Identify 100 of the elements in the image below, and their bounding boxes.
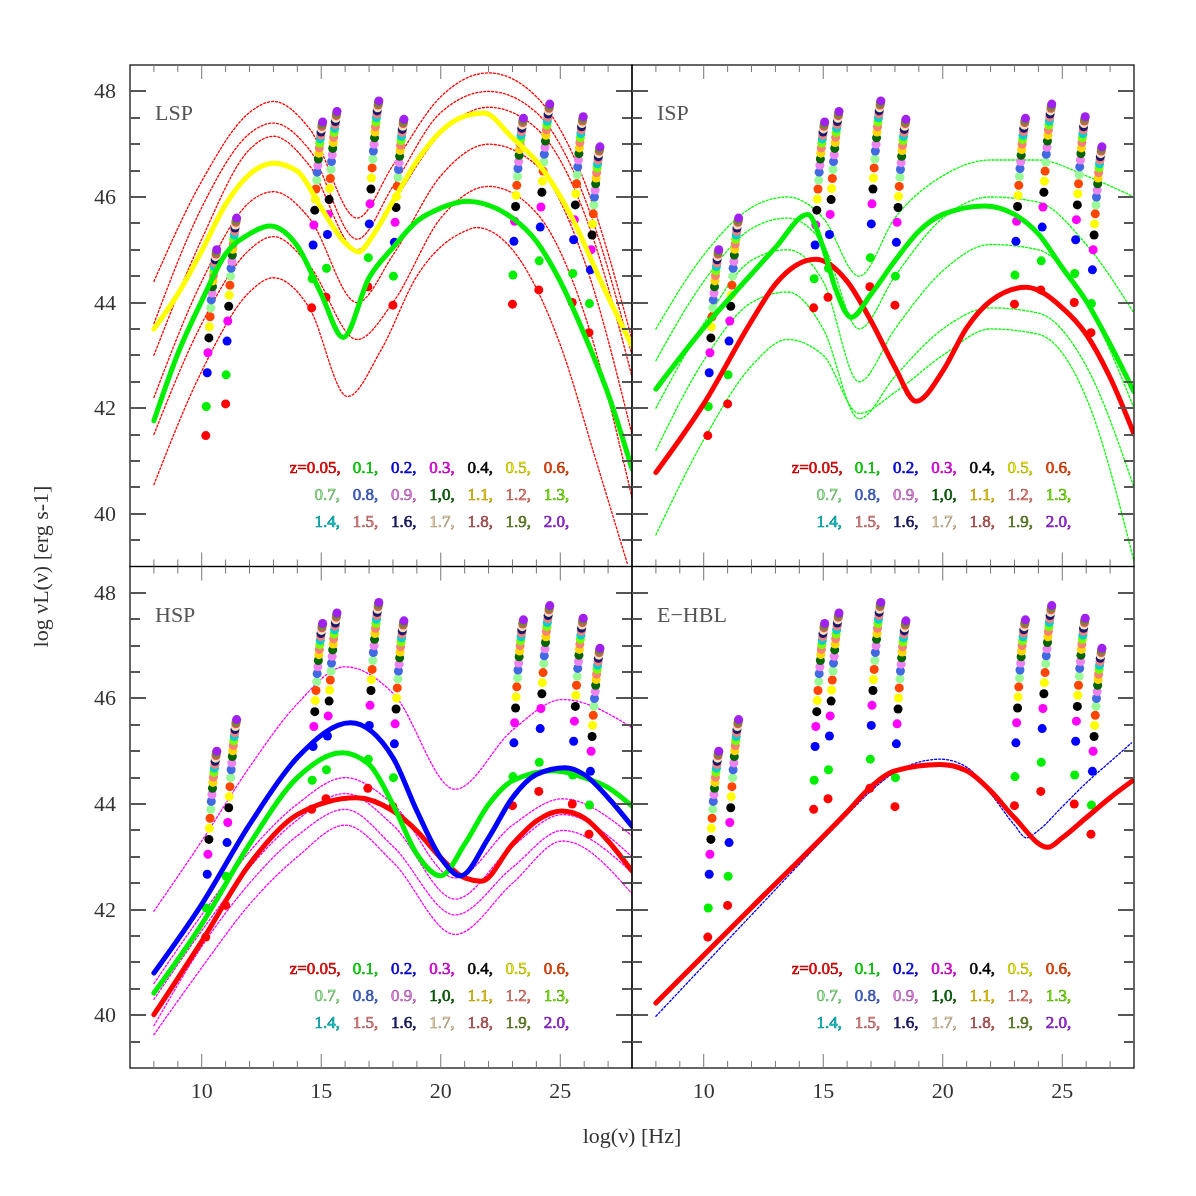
text: 0.5, <box>505 959 532 978</box>
text: 0.3, <box>429 959 455 978</box>
text: 0.9, <box>893 986 919 1005</box>
text: 1.4, <box>314 1013 341 1032</box>
x-tick-label: 25 <box>1051 1078 1074 1103</box>
text: HSP <box>155 601 196 627</box>
text: 1.2, <box>505 484 532 504</box>
x-tick-label: 10 <box>190 1078 213 1103</box>
y-tick-label: 44 <box>94 791 116 816</box>
text: 1.6, <box>893 511 919 531</box>
text: 0.8, <box>352 986 379 1005</box>
x-tick-label: 10 <box>692 1078 715 1103</box>
y-tick-label: 46 <box>94 685 116 710</box>
text: 1.8, <box>969 511 995 531</box>
x-tick-label: 20 <box>429 1078 452 1103</box>
y-tick-label: 46 <box>94 184 116 209</box>
text: 1.7, <box>429 1013 455 1032</box>
text: 0.7, <box>816 986 843 1005</box>
text: z=0.05, <box>289 457 341 477</box>
text: 1.9, <box>1007 1013 1034 1032</box>
text: 1.1, <box>467 484 493 504</box>
text: 0.6, <box>1045 959 1072 978</box>
text: 1,0, <box>429 986 455 1005</box>
text: 2.0, <box>543 511 570 531</box>
text: 1.5, <box>854 1013 881 1032</box>
text: 0.9, <box>893 484 919 504</box>
text: z=0.05, <box>289 959 341 978</box>
text: 0.9, <box>391 986 417 1005</box>
x-tick-label: 20 <box>931 1078 954 1103</box>
text: 0.8, <box>352 484 379 504</box>
text: 1.9, <box>505 1013 532 1032</box>
text: 1.4, <box>314 511 341 531</box>
y-tick-label: 48 <box>94 580 116 605</box>
text: 0.4, <box>467 959 493 978</box>
text: 1.7, <box>429 511 455 531</box>
text: 0.3, <box>931 457 957 477</box>
text: 1.9, <box>1007 511 1034 531</box>
text: 1.7, <box>931 1013 957 1032</box>
text: z=0.05, <box>791 457 843 477</box>
text: 0.1, <box>352 457 379 477</box>
text: 1.8, <box>969 1013 995 1032</box>
text: 1.1, <box>969 986 995 1005</box>
text: 1.2, <box>505 986 532 1005</box>
text: 1.3, <box>1045 484 1072 504</box>
text: 1.1, <box>467 986 493 1005</box>
text: 2.0, <box>1045 1013 1072 1032</box>
y-tick-label: 48 <box>94 78 116 103</box>
text: E−HBL <box>657 601 727 627</box>
text: 1,0, <box>931 986 957 1005</box>
text: 0.1, <box>352 959 379 978</box>
x-tick-label: 15 <box>812 1078 835 1103</box>
text: 1.4, <box>816 1013 843 1032</box>
text: 1,0, <box>931 484 957 504</box>
y-tick-label: 44 <box>94 290 116 315</box>
text: 1.2, <box>1007 986 1034 1005</box>
x-tick-label: 25 <box>549 1078 572 1103</box>
text: 0.5, <box>505 457 532 477</box>
text: 0.6, <box>543 959 570 978</box>
text: 1.7, <box>931 511 957 531</box>
text: 0.2, <box>391 959 417 978</box>
text: 1.3, <box>543 484 570 504</box>
text: 0.2, <box>391 457 417 477</box>
text: 0.7, <box>314 484 341 504</box>
text: 0.6, <box>1045 457 1072 477</box>
text: 1.1, <box>969 484 995 504</box>
text: 0.1, <box>854 959 881 978</box>
text: ISP <box>657 100 689 125</box>
text: 1.2, <box>1007 484 1034 504</box>
text: 0.8, <box>854 986 881 1005</box>
text: 0.5, <box>1007 959 1034 978</box>
text: 1.6, <box>893 1013 919 1032</box>
text: 0.7, <box>314 986 341 1005</box>
text: z=0.05, <box>791 959 843 978</box>
text: 0.4, <box>969 959 995 978</box>
text: 2.0, <box>1045 511 1072 531</box>
y-tick-label: 40 <box>94 501 116 526</box>
text: 0.2, <box>893 457 919 477</box>
text: 0.3, <box>429 457 455 477</box>
text: 1.5, <box>352 1013 379 1032</box>
text: 2.0, <box>543 1013 570 1032</box>
text: 1.6, <box>391 1013 417 1032</box>
y-axis-title: log νL(ν) [erg s-1] <box>28 485 53 648</box>
text: 1.3, <box>543 986 570 1005</box>
x-tick-label: 15 <box>310 1078 333 1103</box>
text: 0.6, <box>543 457 570 477</box>
x-axis-title: log(ν) [Hz] <box>582 1123 682 1148</box>
y-tick-label: 40 <box>94 1002 116 1027</box>
text: 0.4, <box>467 457 493 477</box>
text: 1.4, <box>816 511 843 531</box>
text: 0.2, <box>893 959 919 978</box>
y-tick-label: 42 <box>94 897 116 922</box>
text: 1.3, <box>1045 986 1072 1005</box>
text: 1.5, <box>352 511 379 531</box>
text: 1.8, <box>467 511 493 531</box>
text: 0.3, <box>931 959 957 978</box>
text: 0.4, <box>969 457 995 477</box>
text: 1.9, <box>505 511 532 531</box>
text: 1.8, <box>467 1013 493 1032</box>
text: 1.5, <box>854 511 881 531</box>
text: 0.8, <box>854 484 881 504</box>
